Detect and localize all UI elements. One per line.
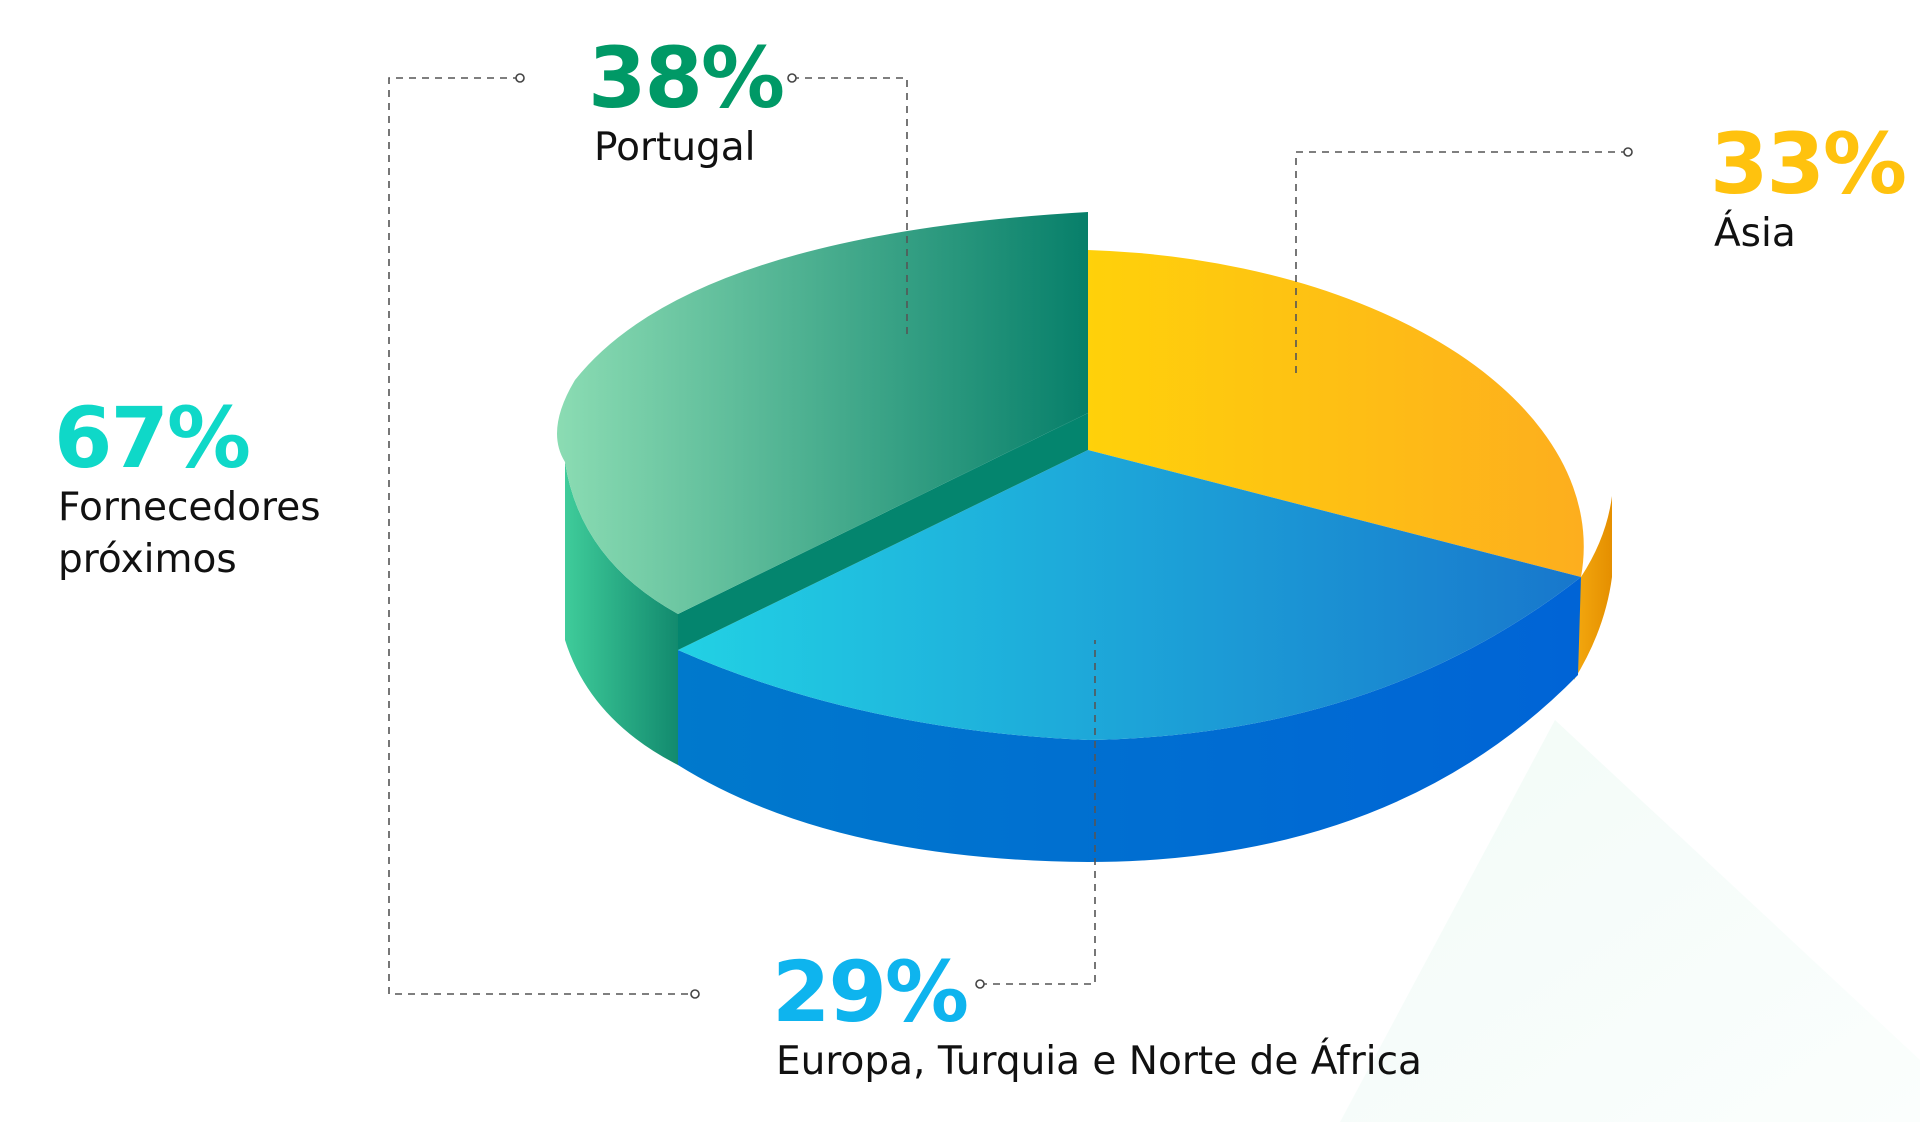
slice-asia-side [1574, 496, 1612, 680]
label-europa: Europa, Turquia e Norte de África [776, 1039, 1422, 1084]
leader-dot-group-bottom [690, 989, 700, 999]
leader-line-asia [1295, 151, 1628, 375]
slice-portugal [557, 212, 1088, 614]
pie-slices [557, 212, 1612, 862]
label-portugal: Portugal [594, 125, 756, 170]
percent-europa: 29% [772, 943, 969, 1041]
percent-group: 67% [54, 389, 251, 487]
label-group-line-2: próximos [58, 537, 237, 582]
leader-line-portugal [792, 77, 908, 335]
leader-dot-europa [975, 979, 985, 989]
label-group-line-1: Fornecedores [58, 485, 321, 530]
leader-dot-group-top [515, 73, 525, 83]
percent-portugal: 38% [588, 29, 785, 127]
slice-europa [678, 450, 1581, 740]
leader-dot-portugal [787, 73, 797, 83]
background-triangle [1340, 720, 1920, 1122]
percent-asia: 33% [1710, 115, 1907, 213]
label-group: Fornecedores próximos [58, 482, 321, 586]
slice-europa-side [678, 577, 1581, 862]
slice-portugal-side [565, 462, 678, 765]
leader-line-europa [980, 640, 1096, 985]
leader-dots [515, 73, 1633, 999]
leader-dot-asia [1623, 147, 1633, 157]
label-asia: Ásia [1714, 211, 1796, 256]
slice-asia [1088, 250, 1584, 577]
leader-lines [388, 77, 1628, 995]
leader-line-group [388, 77, 695, 995]
slice-portugal-inner-face [678, 413, 1088, 650]
